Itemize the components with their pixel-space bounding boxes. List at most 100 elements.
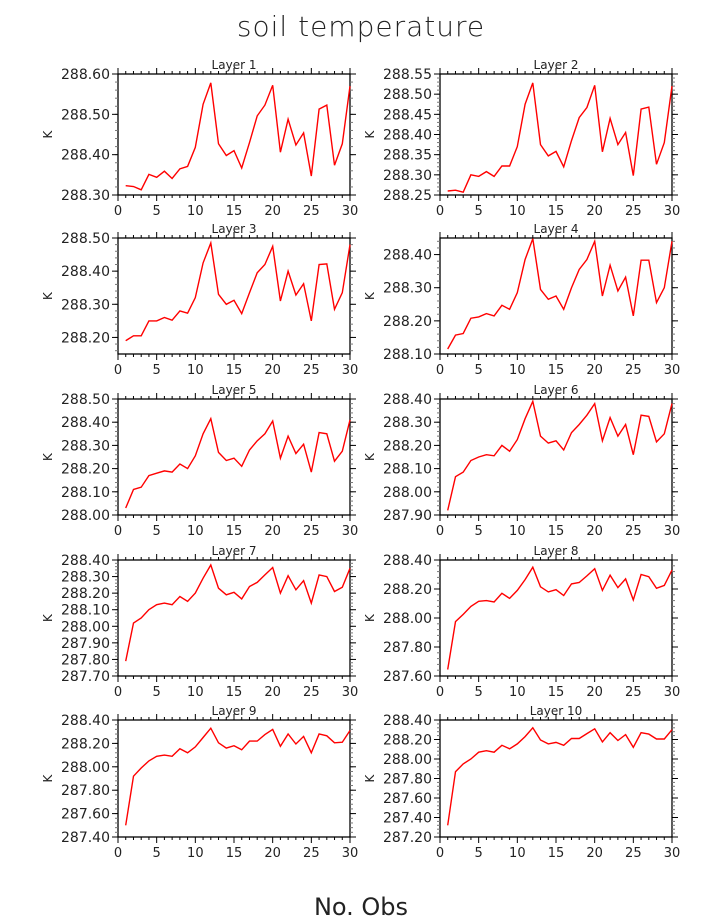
x-tick-label: 5 (475, 524, 483, 539)
x-tick-label: 20 (264, 524, 281, 539)
x-tick-label: 0 (436, 363, 444, 378)
x-axis-label: No. Obs (0, 893, 722, 921)
y-tick-label: 288.25 (383, 188, 432, 204)
series-line-10 (448, 728, 672, 826)
x-tick-label: 15 (548, 685, 565, 700)
y-axis-label: K (363, 773, 377, 782)
x-tick-label: 5 (475, 363, 483, 378)
x-tick-label: 5 (475, 846, 483, 861)
x-tick-label: 10 (509, 524, 526, 539)
y-tick-label: 287.80 (383, 772, 432, 788)
plot-frame (440, 560, 672, 676)
y-axis-label: K (41, 129, 55, 138)
x-tick-label: 25 (625, 363, 642, 378)
x-tick-label: 20 (264, 363, 281, 378)
x-tick-label: 10 (187, 685, 204, 700)
x-tick-label: 25 (625, 846, 642, 861)
x-tick-label: 25 (625, 685, 642, 700)
y-tick-label: 287.40 (61, 830, 110, 846)
series-line-2 (448, 83, 672, 192)
plot-frame (440, 74, 672, 195)
x-tick-label: 30 (342, 846, 359, 861)
y-axis-label: K (41, 452, 55, 461)
y-axis-label: K (363, 613, 377, 622)
y-tick-label: 288.10 (61, 485, 110, 501)
y-tick-label: 287.90 (383, 508, 432, 524)
x-tick-label: 30 (342, 363, 359, 378)
x-tick-label: 25 (303, 524, 320, 539)
x-tick-label: 25 (625, 524, 642, 539)
x-tick-label: 5 (153, 846, 161, 861)
y-tick-label: 288.30 (61, 297, 110, 313)
x-tick-label: 5 (475, 204, 483, 219)
series-line-6 (448, 401, 672, 510)
x-tick-label: 25 (625, 204, 642, 219)
x-tick-label: 0 (436, 204, 444, 219)
x-tick-label: 30 (342, 685, 359, 700)
plot-frame (440, 720, 672, 837)
x-tick-label: 20 (586, 846, 603, 861)
x-tick-label: 10 (509, 363, 526, 378)
plot-frame (118, 399, 350, 515)
plot-frame (118, 560, 350, 676)
y-tick-label: 288.60 (61, 67, 110, 83)
y-tick-label: 288.20 (383, 733, 432, 749)
y-tick-label: 288.35 (383, 148, 432, 164)
x-tick-label: 5 (475, 685, 483, 700)
y-tick-label: 288.40 (383, 248, 432, 264)
x-tick-label: 20 (586, 685, 603, 700)
y-tick-label: 288.00 (383, 611, 432, 627)
x-tick-label: 5 (153, 685, 161, 700)
x-tick-label: 10 (509, 846, 526, 861)
x-tick-label: 20 (264, 204, 281, 219)
x-tick-label: 10 (187, 846, 204, 861)
x-tick-label: 20 (264, 685, 281, 700)
series-line-7 (126, 565, 350, 661)
y-tick-label: 288.20 (61, 736, 110, 752)
x-tick-label: 25 (303, 846, 320, 861)
x-tick-label: 10 (187, 363, 204, 378)
y-tick-label: 288.50 (383, 87, 432, 103)
x-tick-label: 15 (226, 363, 243, 378)
y-tick-label: 288.40 (383, 713, 432, 729)
y-tick-label: 287.60 (383, 669, 432, 685)
y-axis-label: K (41, 613, 55, 622)
x-tick-label: 0 (114, 846, 122, 861)
y-tick-label: 288.40 (61, 415, 110, 431)
y-tick-label: 288.00 (61, 760, 110, 776)
y-axis-label: K (41, 773, 55, 782)
x-tick-label: 30 (664, 524, 681, 539)
x-tick-label: 15 (226, 204, 243, 219)
x-tick-label: 15 (548, 524, 565, 539)
y-tick-label: 288.20 (61, 462, 110, 478)
x-tick-label: 10 (509, 685, 526, 700)
series-line-5 (126, 419, 350, 508)
x-tick-label: 0 (114, 363, 122, 378)
x-tick-label: 0 (436, 524, 444, 539)
plot-frame (118, 74, 350, 195)
y-tick-label: 288.40 (61, 264, 110, 280)
y-tick-label: 288.30 (61, 570, 110, 586)
y-tick-label: 288.20 (383, 438, 432, 454)
y-tick-label: 288.20 (61, 330, 110, 346)
y-tick-label: 288.45 (383, 107, 432, 123)
x-tick-label: 5 (153, 363, 161, 378)
y-tick-label: 287.90 (61, 636, 110, 652)
y-tick-label: 288.50 (61, 392, 110, 408)
y-axis-label: K (363, 129, 377, 138)
y-tick-label: 288.20 (383, 582, 432, 598)
y-tick-label: 288.50 (61, 107, 110, 123)
plot-frame (118, 720, 350, 837)
y-tick-label: 287.80 (61, 783, 110, 799)
x-tick-label: 25 (303, 204, 320, 219)
series-line-1 (126, 83, 350, 190)
y-tick-label: 288.10 (383, 462, 432, 478)
y-tick-label: 288.40 (383, 128, 432, 144)
y-tick-label: 288.40 (383, 553, 432, 569)
x-tick-label: 15 (548, 363, 565, 378)
x-tick-label: 10 (187, 204, 204, 219)
y-tick-label: 287.40 (383, 811, 432, 827)
y-axis-label: K (41, 291, 55, 300)
x-tick-label: 20 (586, 204, 603, 219)
